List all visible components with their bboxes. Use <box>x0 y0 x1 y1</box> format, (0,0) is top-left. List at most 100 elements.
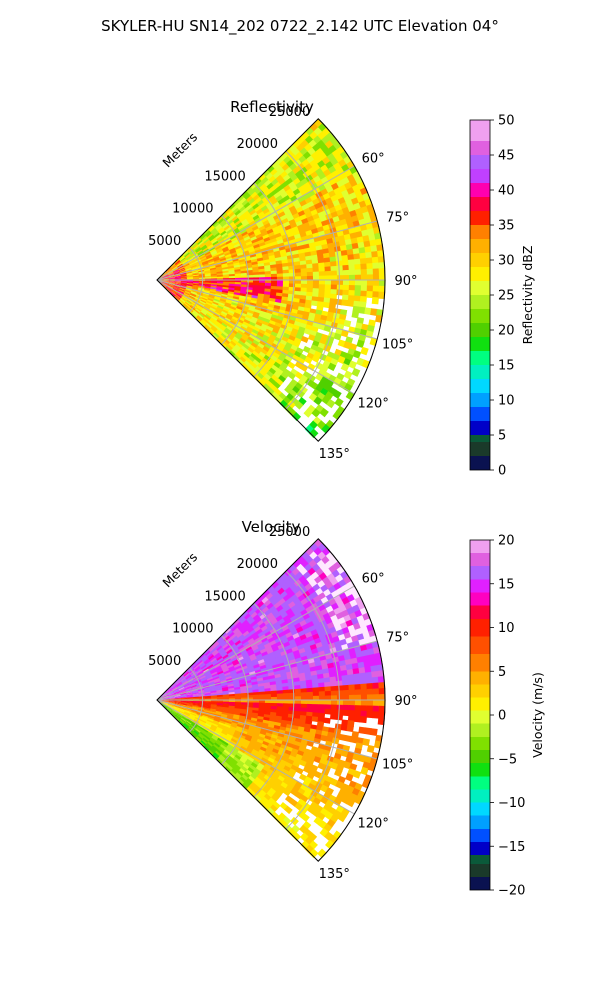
reflectivity-range-bin <box>359 252 367 260</box>
reflectivity-range-bin <box>214 259 221 264</box>
reflectivity-range-bin <box>240 228 248 235</box>
reflectivity-range-bin <box>179 269 187 273</box>
reflectivity-range-bin <box>275 263 283 269</box>
velocity-range-bin <box>366 710 374 719</box>
reflectivity-range-bin <box>312 263 320 269</box>
reflectivity-range-bin <box>270 331 279 338</box>
reflectivity-range-bin <box>322 301 331 309</box>
reflectivity-range-bin <box>168 273 175 277</box>
reflectivity-range-bin <box>267 337 276 344</box>
reflectivity-range-bin <box>348 285 356 292</box>
reflectivity-range-bin <box>174 258 180 265</box>
reflectivity-range-bin <box>202 263 210 267</box>
reflectivity-range-bin <box>208 261 216 265</box>
reflectivity-range-bin <box>258 225 267 232</box>
velocity-range-bin <box>362 738 370 747</box>
reflectivity-range-bin <box>162 274 169 278</box>
reflectivity-range-bin <box>209 318 216 325</box>
reflectivity-range-bin <box>270 282 278 287</box>
reflectivity-range-bin <box>255 334 263 341</box>
reflectivity-range-bin <box>248 197 256 205</box>
reflectivity-range-bin <box>162 282 169 286</box>
reflectivity-range-bin <box>200 256 207 261</box>
reflectivity-range-bin <box>243 201 252 209</box>
reflectivity-range-bin <box>230 348 238 356</box>
reflectivity-range-bin <box>351 242 360 251</box>
reflectivity-range-bin <box>180 281 188 283</box>
reflectivity-range-bin <box>219 240 227 246</box>
reflectivity-range-bin <box>242 343 250 351</box>
reflectivity-range-bin <box>224 237 232 244</box>
reflectivity-range-bin <box>360 290 368 298</box>
reflectivity-range-bin <box>341 294 350 302</box>
reflectivity-range-bin <box>348 290 356 297</box>
velocity-colorbar-tick-label: 10 <box>498 621 515 636</box>
reflectivity-range-bin <box>166 268 173 273</box>
reflectivity-range-bin <box>220 332 228 340</box>
reflectivity-range-bin <box>317 323 326 331</box>
reflectivity-range-bin <box>170 263 176 269</box>
reflectivity-range-bin <box>204 239 212 245</box>
reflectivity-range-bin <box>226 209 234 217</box>
reflectivity-range-bin <box>254 356 263 364</box>
reflectivity-range-bin <box>324 288 332 295</box>
reflectivity-range-bin <box>222 288 229 292</box>
reflectivity-range-bin <box>272 381 281 390</box>
reflectivity-range-bin <box>333 332 342 341</box>
reflectivity-range-bin <box>179 268 186 272</box>
reflectivity-range-bin <box>293 337 302 345</box>
reflectivity-range-bin <box>184 302 191 308</box>
reflectivity-range-bin <box>180 284 188 287</box>
reflectivity-range-bin <box>174 282 182 285</box>
reflectivity-range-bin <box>161 283 168 288</box>
reflectivity-range-bin <box>260 337 269 344</box>
reflectivity-range-bin <box>200 244 208 250</box>
reflectivity-range-bin <box>211 252 219 258</box>
reflectivity-range-bin <box>190 313 197 319</box>
reflectivity-range-bin <box>262 207 271 215</box>
reflectivity-range-bin <box>166 287 172 292</box>
reflectivity-range-bin <box>241 362 249 370</box>
reflectivity-range-bin <box>229 234 237 241</box>
reflectivity-range-bin <box>215 320 222 327</box>
reflectivity-range-bin <box>178 289 186 293</box>
reflectivity-range-bin <box>199 321 206 328</box>
reflectivity-range-bin <box>221 293 229 298</box>
reflectivity-range-bin <box>230 251 238 257</box>
reflectivity-range-bin <box>220 230 227 237</box>
reflectivity-range-bin <box>213 256 220 261</box>
reflectivity-range-bin <box>174 280 182 283</box>
reflectivity-range-bin <box>295 347 304 355</box>
reflectivity-range-bin <box>230 205 239 213</box>
reflectivity-range-bin <box>269 207 278 215</box>
reflectivity-range-bin <box>274 204 283 212</box>
reflectivity-range-bin <box>211 304 218 309</box>
reflectivity-range-bin <box>174 281 182 283</box>
reflectivity-range-bin <box>208 328 216 335</box>
reflectivity-range-bin <box>192 285 200 288</box>
reflectivity-range-bin <box>306 280 314 285</box>
reflectivity-range-bin <box>216 337 223 345</box>
velocity-colorbar-tick-label: 5 <box>498 665 506 680</box>
reflectivity-range-bin <box>358 306 366 315</box>
reflectivity-range-bin <box>358 247 366 255</box>
reflectivity-range-bin <box>276 280 284 284</box>
reflectivity-range-bin <box>182 295 189 301</box>
reflectivity-range-bin <box>354 285 362 292</box>
reflectivity-range-bin <box>185 301 192 307</box>
reflectivity-range-bin <box>330 280 338 286</box>
reflectivity-range-bin <box>224 251 232 257</box>
reflectivity-range-bin <box>162 282 169 285</box>
reflectivity-range-bin <box>210 227 218 234</box>
reflectivity-range-bin <box>228 350 236 358</box>
reflectivity-range-bin <box>234 344 242 351</box>
reflectivity-range-bin <box>192 273 200 276</box>
reflectivity-range-bin <box>253 337 262 344</box>
reflectivity-range-bin <box>237 194 245 202</box>
reflectivity-range-bin <box>343 341 352 350</box>
reflectivity-range-bin <box>162 274 169 278</box>
reflectivity-range-bin <box>221 290 229 294</box>
reflectivity-range-bin <box>230 304 238 309</box>
reflectivity-range-bin <box>273 325 281 332</box>
reflectivity-range-bin <box>180 274 188 277</box>
